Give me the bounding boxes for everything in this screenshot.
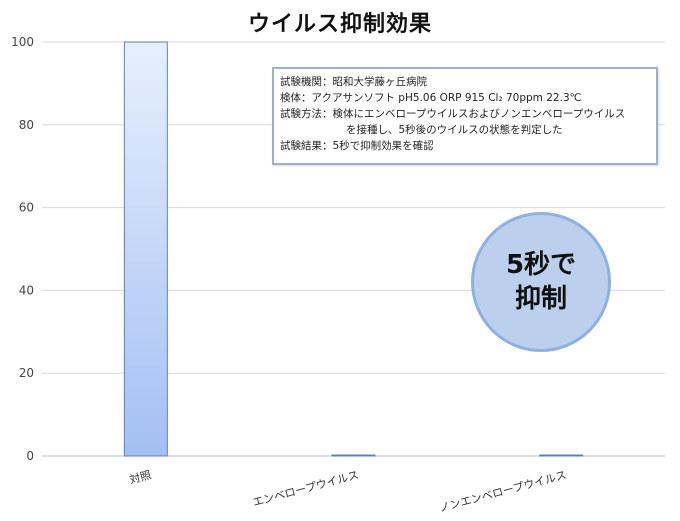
result-badge-line2: 抑制 — [514, 284, 567, 314]
y-tick-label: 100 — [11, 35, 34, 49]
info-line-sample: 検体：アクアサンソフト pH5.06 ORP 915 Cl₂ 70ppm 22.… — [280, 92, 582, 104]
y-tick-label: 20 — [19, 366, 34, 380]
y-tick-label: 0 — [26, 449, 34, 463]
bar — [331, 454, 376, 457]
x-tick-label: ノンエンベロープウイルス — [438, 468, 568, 515]
test-info-box: 試験機関：昭和大学藤ヶ丘病院 検体：アクアサンソフト pH5.06 ORP 91… — [272, 67, 658, 165]
x-tick-label: エンベロープウイルス — [251, 468, 360, 509]
y-tick-label: 60 — [19, 201, 34, 215]
info-line-result: 試験結果：5秒で抑制効果を確認 — [280, 140, 434, 152]
info-line-institution: 試験機関：昭和大学藤ヶ丘病院 — [280, 76, 427, 88]
chart-title: ウイルス抑制効果 — [247, 12, 432, 37]
y-tick-label: 40 — [19, 283, 34, 297]
x-tick-label: 対照 — [128, 467, 153, 486]
y-tick-label: 80 — [19, 118, 34, 132]
result-badge: 5秒で 抑制 — [471, 212, 611, 352]
info-line-method: 試験方法：検体にエンベロープウイルスおよびノンエンベロープウイルス — [280, 108, 626, 120]
info-line-method-cont: を接種し、5秒後のウイルスの状態を判定した — [346, 124, 563, 136]
bar — [123, 41, 168, 457]
bar — [539, 454, 584, 457]
result-badge-line1: 5秒で — [505, 250, 577, 280]
